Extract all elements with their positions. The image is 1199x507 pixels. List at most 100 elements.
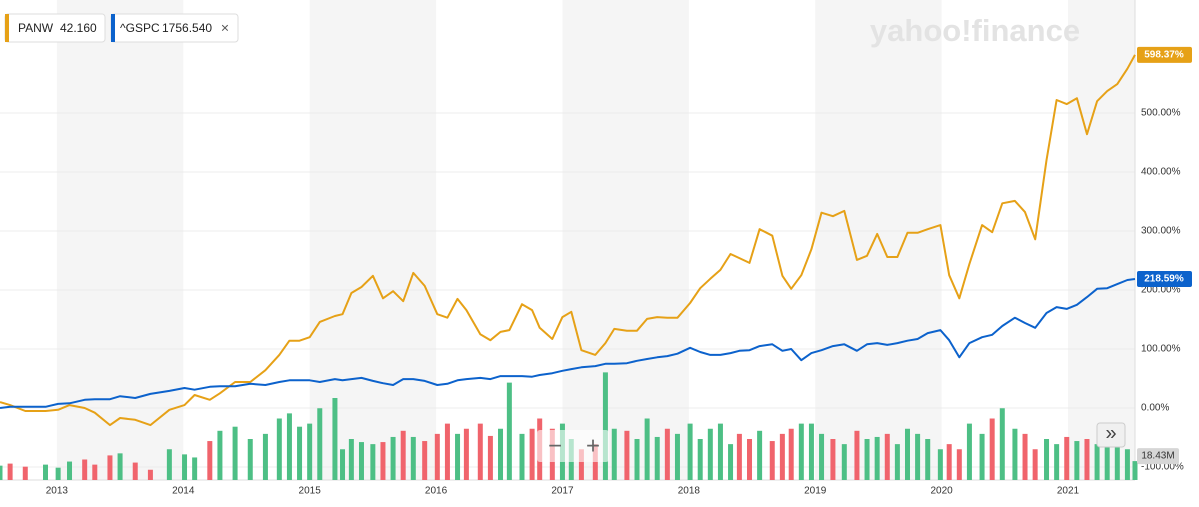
volume-bar xyxy=(1054,444,1060,480)
x-tick-label: 2017 xyxy=(551,486,574,497)
zoom-panel xyxy=(537,430,609,462)
year-band xyxy=(1068,0,1135,480)
volume-bar xyxy=(915,433,921,480)
volume-bar xyxy=(182,454,188,480)
expand-button[interactable]: » xyxy=(1105,422,1116,444)
volume-bar xyxy=(884,433,890,480)
year-band xyxy=(815,0,942,480)
volume-bar xyxy=(830,439,836,480)
volume-bar xyxy=(380,442,386,480)
volume-bar xyxy=(757,430,763,480)
volume-bar xyxy=(634,439,640,480)
volume-bar xyxy=(697,439,703,480)
x-tick-label: 2021 xyxy=(1057,486,1080,497)
x-tick-label: 2020 xyxy=(930,486,953,497)
volume-bar xyxy=(956,449,962,480)
watermark: yahoo!finance xyxy=(870,13,1080,48)
volume-bar xyxy=(487,435,493,480)
volume-bar xyxy=(1114,447,1120,480)
volume-bar xyxy=(904,428,910,480)
volume-bar xyxy=(925,439,931,480)
volume-bar xyxy=(332,398,338,480)
volume-bar xyxy=(390,436,396,480)
legend-name: PANW xyxy=(18,21,54,35)
volume-bar xyxy=(687,423,693,480)
y-tick-label: -100.00% xyxy=(1141,462,1184,473)
volume-bar xyxy=(864,439,870,480)
volume-bar xyxy=(434,433,440,480)
volume-bar xyxy=(166,449,172,480)
value-label-box xyxy=(1137,448,1179,465)
zoom-in-button[interactable]: + xyxy=(586,432,600,459)
volume-bar xyxy=(444,423,450,480)
volume-bar xyxy=(788,428,794,480)
volume-bar xyxy=(937,449,943,480)
x-tick-label: 2019 xyxy=(804,486,827,497)
volume-bar xyxy=(22,466,28,480)
volume-bar xyxy=(808,423,814,480)
volume-bar xyxy=(1124,449,1130,480)
volume-bar xyxy=(1064,436,1070,480)
volume-bar xyxy=(297,426,303,480)
volume-bar xyxy=(247,439,253,480)
volume-bar xyxy=(1022,433,1028,480)
legend-swatch xyxy=(111,14,115,42)
volume-bar xyxy=(276,418,282,480)
volume-bar xyxy=(747,439,753,480)
year-band xyxy=(56,0,184,480)
volume-bar xyxy=(107,455,113,480)
volume-bar xyxy=(1084,439,1090,480)
remove-button[interactable]: × xyxy=(221,20,229,36)
volume-bar xyxy=(55,467,61,480)
volume-bar xyxy=(132,462,138,480)
volume-bar xyxy=(592,444,598,480)
volume-bar xyxy=(1012,428,1018,480)
volume-bar xyxy=(1104,433,1110,480)
volume-bar xyxy=(207,441,213,480)
volume-bar xyxy=(317,408,323,480)
year-band xyxy=(309,0,437,480)
volume-bar xyxy=(217,430,223,480)
volume-bar xyxy=(999,408,1005,480)
volume-bar xyxy=(1044,439,1050,480)
y-tick-label: 500.00% xyxy=(1141,108,1181,119)
volume-bar xyxy=(7,463,13,480)
volume-bar xyxy=(1032,449,1038,480)
x-tick-label: 2015 xyxy=(299,486,322,497)
legend: PANW 42.160 ^GSPC 1756.540 × xyxy=(4,13,239,43)
y-tick-label: 100.00% xyxy=(1141,344,1181,355)
volume-bar xyxy=(979,433,985,480)
y-tick-label: 400.00% xyxy=(1141,167,1181,178)
volume-bar xyxy=(43,464,49,480)
volume-bar xyxy=(664,428,670,480)
volume-bar xyxy=(624,430,630,480)
volume-bar xyxy=(370,444,376,480)
volume-bar xyxy=(1094,444,1100,480)
volume-bar xyxy=(117,453,123,480)
x-tick-label: 2014 xyxy=(172,486,195,497)
volume-bar xyxy=(400,430,406,480)
series-line xyxy=(0,54,1136,427)
volume-bar xyxy=(82,459,88,480)
volume-bar xyxy=(674,433,680,480)
volume-bar xyxy=(307,423,313,480)
y-tick-label: 0.00% xyxy=(1141,403,1169,414)
volume-bar xyxy=(192,457,198,480)
volume-bar xyxy=(67,461,73,480)
expand-panel xyxy=(1096,422,1126,448)
volume-bar xyxy=(232,426,238,480)
value-label: 18.43M xyxy=(1141,451,1174,462)
volume-bar xyxy=(463,428,469,480)
volume-bar xyxy=(769,441,775,480)
volume-bar xyxy=(262,433,268,480)
x-tick-label: 2016 xyxy=(425,486,448,497)
volume-bar xyxy=(894,444,900,480)
volume-bar xyxy=(1074,441,1080,480)
volume-bar xyxy=(611,428,617,480)
zoom-out-button[interactable]: − xyxy=(548,432,562,459)
volume-bar xyxy=(989,418,995,480)
legend-swatch xyxy=(5,14,9,42)
legend-name: ^GSPC xyxy=(120,21,160,35)
value-label: 218.59% xyxy=(1144,274,1184,285)
